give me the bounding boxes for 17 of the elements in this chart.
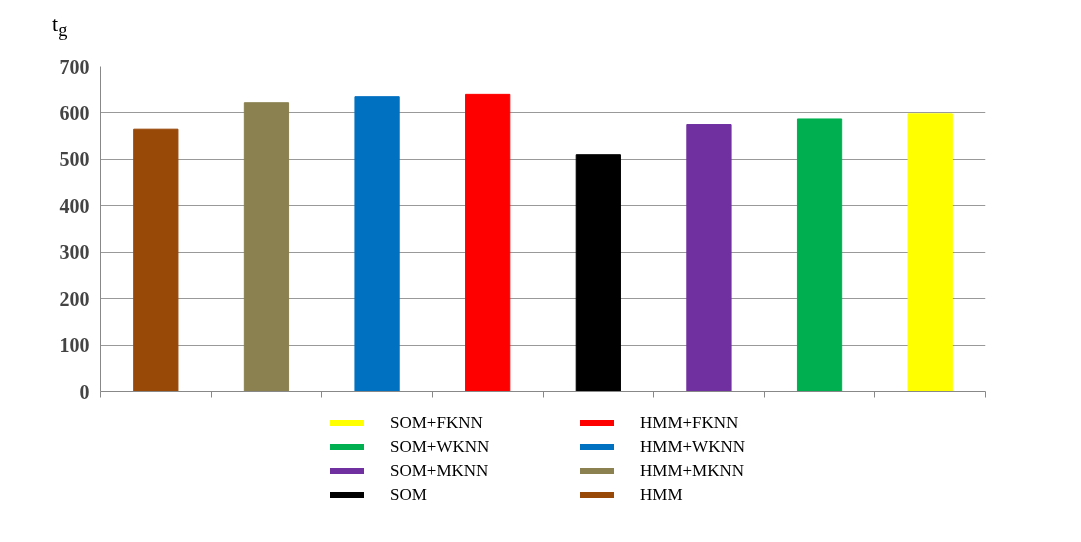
y-tick-label: 100 (59, 334, 90, 357)
legend-label: HMM+MKNN (640, 459, 745, 482)
legend-label: HMM+WKNN (640, 435, 745, 458)
y-tick-label: 500 (59, 148, 90, 171)
y-tick-label: 700 (59, 55, 90, 78)
y-tick-label: 600 (59, 101, 90, 124)
legend-label: HMM+FKNN (640, 411, 739, 434)
legend-label: SOM+WKNN (390, 435, 490, 458)
y-tick-label: 300 (59, 241, 90, 264)
y-tick-label: 400 (59, 194, 90, 217)
legend-label: SOM (390, 483, 427, 506)
y-tick-label: 200 (59, 287, 90, 310)
y-axis-title: t$_{g}$ (52, 10, 68, 43)
y-tick-label: 0 (79, 380, 90, 403)
legend-label: HMM (640, 483, 683, 506)
legend-label: SOM+FKNN (390, 411, 483, 434)
legend-label: SOM+MKNN (390, 459, 489, 482)
